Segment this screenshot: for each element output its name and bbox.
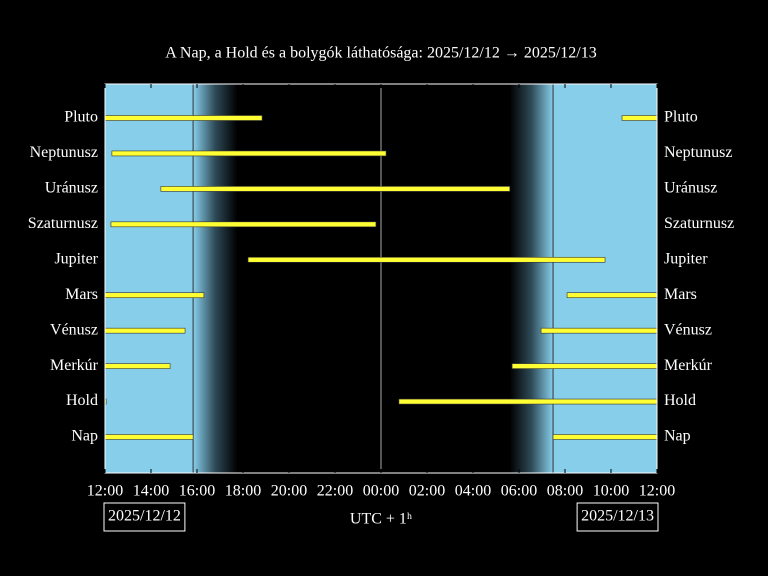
body-label: Szaturnusz <box>664 215 734 232</box>
body-label: Uránusz <box>45 180 98 197</box>
body-label: Vénusz <box>50 321 98 338</box>
x-tick-label: 06:00 <box>501 483 537 500</box>
chart-title: A Nap, a Hold és a bolygók láthatósága: … <box>165 45 597 62</box>
body-label: Merkúr <box>664 357 713 374</box>
body-label: Nap <box>664 428 691 445</box>
x-tick-label: 18:00 <box>225 483 261 500</box>
x-axis-label: UTC + 1ʰ <box>350 511 412 528</box>
body-label: Mars <box>664 286 697 303</box>
date-label: 2025/12/12 <box>108 508 181 525</box>
x-tick-label: 20:00 <box>271 483 307 500</box>
x-tick-label: 02:00 <box>409 483 445 500</box>
body-label: Merkúr <box>50 357 99 374</box>
x-tick-label: 22:00 <box>317 483 353 500</box>
x-tick-label: 00:00 <box>363 483 399 500</box>
body-label: Hold <box>664 392 696 409</box>
body-label: Mars <box>65 286 98 303</box>
x-tick-label: 16:00 <box>179 483 215 500</box>
x-tick-label: 10:00 <box>593 483 629 500</box>
dusk-region <box>193 84 238 473</box>
visibility-bar <box>110 221 377 228</box>
body-label: Hold <box>66 392 98 409</box>
date-label: 2025/12/13 <box>581 508 654 525</box>
visibility-bar <box>160 186 511 192</box>
dawn-region <box>509 84 554 473</box>
body-label: Neptunusz <box>664 144 732 161</box>
day-region <box>553 84 657 473</box>
visibility-bar <box>104 363 171 369</box>
body-label: Pluto <box>664 109 698 126</box>
body-label: Jupiter <box>664 250 708 267</box>
x-tick-label: 12:00 <box>87 483 123 500</box>
body-label: Vénusz <box>664 321 712 338</box>
body-label: Uránusz <box>664 180 717 197</box>
x-tick-label: 08:00 <box>547 483 583 500</box>
visibility-bar <box>111 150 387 157</box>
body-label: Neptunusz <box>30 144 98 161</box>
visibility-bar <box>621 115 658 121</box>
visibility-bar <box>540 327 658 334</box>
visibility-bar <box>247 256 606 263</box>
body-label: Nap <box>71 428 98 445</box>
visibility-bar <box>566 292 658 299</box>
body-label: Jupiter <box>54 250 98 267</box>
x-tick-label: 04:00 <box>455 483 491 500</box>
visibility-bar <box>104 327 186 334</box>
body-label: Pluto <box>64 109 98 126</box>
visibility-bar <box>398 398 658 405</box>
date-box <box>576 502 659 532</box>
date-box <box>103 502 186 532</box>
x-tick-label: 14:00 <box>133 483 169 500</box>
visibility-bar <box>104 115 263 121</box>
visibility-bar <box>552 434 658 440</box>
visibility-bar <box>104 292 205 299</box>
visibility-bar <box>511 363 658 369</box>
visibility-bar <box>104 434 194 440</box>
day-region <box>105 84 194 473</box>
x-tick-label: 12:00 <box>639 483 675 500</box>
body-label: Szaturnusz <box>28 215 98 232</box>
